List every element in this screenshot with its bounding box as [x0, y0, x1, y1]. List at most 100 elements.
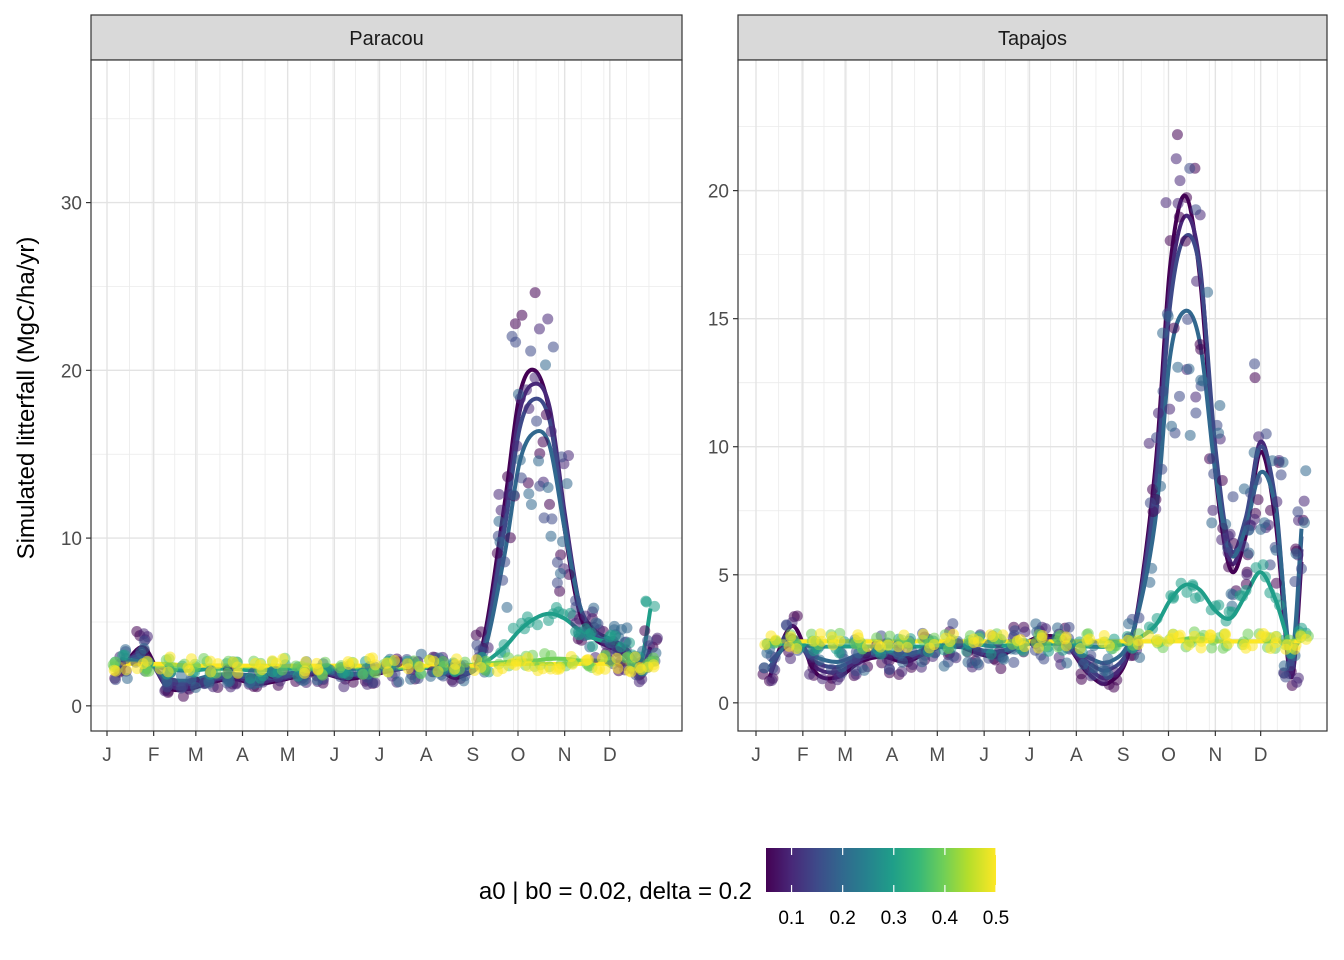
x-tick-label: M — [837, 745, 853, 766]
data-point — [816, 673, 828, 685]
data-point — [507, 622, 519, 634]
data-point — [625, 666, 637, 678]
data-point — [1275, 469, 1287, 481]
x-tick-label: A — [236, 745, 249, 766]
data-point — [836, 661, 848, 673]
data-point — [1241, 568, 1253, 580]
x-tick-label: J — [751, 745, 761, 766]
y-tick-label: 30 — [61, 194, 82, 215]
data-point — [1290, 548, 1302, 560]
data-point — [1205, 629, 1217, 641]
data-point — [459, 656, 471, 668]
data-point — [916, 656, 928, 668]
strip-tapajos — [737, 14, 1328, 61]
data-point — [175, 670, 187, 682]
data-point — [545, 663, 557, 675]
data-point — [612, 662, 624, 674]
data-point — [808, 635, 820, 647]
data-point — [185, 653, 197, 665]
data-point — [1061, 657, 1073, 669]
data-point — [1063, 621, 1075, 633]
y-tick-label: 20 — [61, 361, 82, 382]
x-tick-label: O — [1161, 745, 1176, 766]
data-point — [1266, 455, 1278, 467]
data-point — [1291, 676, 1303, 688]
data-point — [510, 336, 522, 348]
data-point — [451, 653, 463, 665]
data-point — [1187, 580, 1199, 592]
data-point — [267, 666, 279, 678]
x-tick-label: J — [979, 745, 989, 766]
data-point — [1033, 642, 1045, 654]
data-point — [415, 648, 427, 660]
panel-tapajos: Tapajos 0 5 10 15 20 J F M A M J J A S O N D — [708, 14, 1328, 766]
data-point — [1295, 630, 1307, 642]
data-point — [1184, 162, 1196, 174]
data-point — [582, 654, 594, 666]
data-point — [370, 667, 382, 679]
data-point — [1088, 662, 1100, 674]
data-point — [1179, 235, 1191, 247]
data-point — [545, 530, 557, 542]
data-point — [1269, 631, 1281, 643]
data-point — [642, 661, 654, 673]
data-point — [493, 488, 505, 500]
data-point — [367, 652, 379, 664]
data-point — [1196, 635, 1208, 647]
data-point — [1166, 420, 1178, 432]
data-point — [1152, 407, 1164, 419]
data-point — [534, 480, 546, 492]
data-point — [948, 650, 960, 662]
data-point — [1257, 627, 1269, 639]
data-point — [759, 639, 771, 651]
data-point — [968, 633, 980, 645]
y-tick-label: 0 — [71, 697, 82, 718]
data-point — [1265, 504, 1277, 516]
data-point — [1183, 363, 1195, 375]
y-tick-label: 5 — [718, 566, 729, 587]
data-point — [1194, 338, 1206, 350]
data-point — [1289, 643, 1301, 655]
data-point — [1170, 153, 1182, 165]
data-point — [1250, 562, 1262, 574]
data-point — [785, 631, 797, 643]
data-point — [651, 632, 663, 644]
data-point — [1171, 129, 1183, 141]
data-point — [961, 645, 973, 657]
data-point — [1222, 637, 1234, 649]
x-tick-label: D — [1254, 745, 1268, 766]
data-point — [585, 627, 597, 639]
data-point — [121, 673, 133, 685]
data-point — [1249, 372, 1261, 384]
data-point — [1216, 474, 1228, 486]
data-point — [1134, 651, 1146, 663]
data-point — [1243, 547, 1255, 559]
data-point — [624, 637, 636, 649]
data-point — [1190, 391, 1202, 403]
legend-tick-label: 0.2 — [829, 908, 855, 929]
data-point — [1252, 494, 1264, 506]
data-point — [1190, 407, 1202, 419]
data-point — [523, 403, 535, 415]
data-point — [212, 658, 224, 670]
data-point — [1190, 204, 1202, 216]
color-legend: a0 | b0 = 0.02, delta = 0.2 0.1 0.2 0.3 0.4… — [479, 848, 1009, 929]
data-point — [1220, 518, 1232, 530]
data-point — [1300, 465, 1312, 477]
data-point — [343, 658, 355, 670]
data-point — [520, 384, 532, 396]
data-point — [525, 345, 537, 357]
data-point — [1202, 286, 1214, 298]
data-point — [516, 309, 528, 321]
data-point — [1096, 636, 1108, 648]
legend-tick-label: 0.3 — [881, 908, 907, 929]
data-point — [437, 655, 449, 667]
data-point — [522, 652, 534, 664]
data-point — [570, 626, 582, 638]
data-point — [1077, 658, 1089, 670]
strip-paracou — [90, 14, 683, 61]
data-point — [1173, 390, 1185, 402]
data-point — [1207, 504, 1219, 516]
data-point — [1143, 437, 1155, 449]
data-point — [1243, 524, 1255, 536]
